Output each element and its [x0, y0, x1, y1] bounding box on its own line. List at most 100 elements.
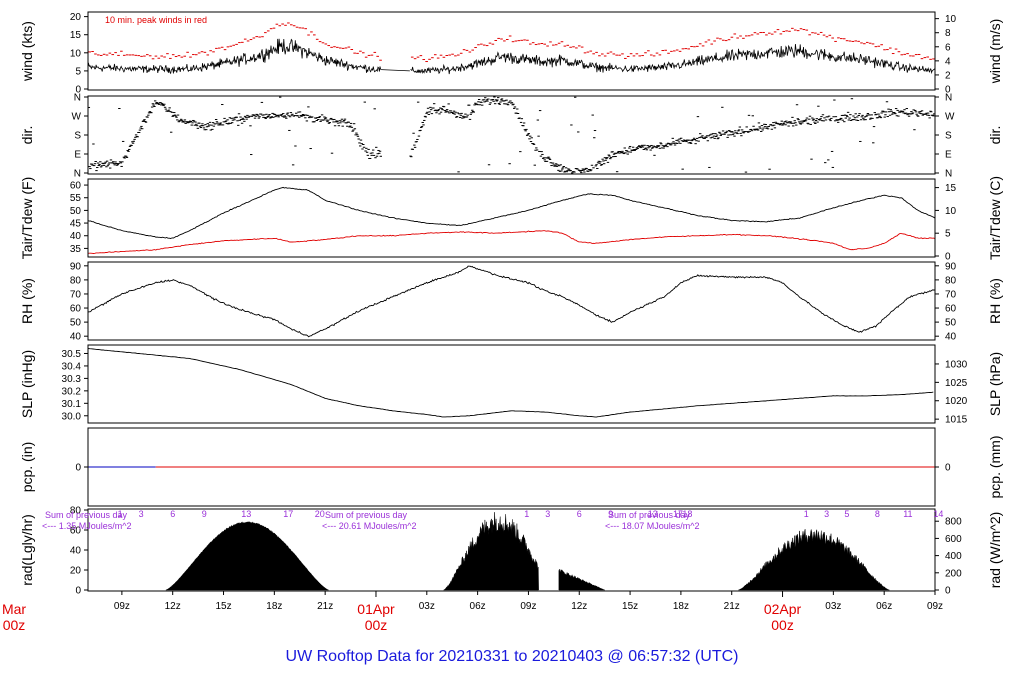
- rad-hour-label: 18: [682, 509, 692, 519]
- wind-right-tick-label: 4: [945, 56, 951, 67]
- slp-ylabel-left: SLP (inHg): [19, 350, 35, 418]
- rad-hour-label: 13: [648, 509, 658, 519]
- rh-right-tick-label: 90: [945, 261, 957, 272]
- wind-right-tick-label: 8: [945, 28, 951, 39]
- rad-left-tick-label: 0: [75, 586, 81, 597]
- xtick-label: 12z: [571, 601, 587, 612]
- temp-tdew-line: [87, 230, 936, 254]
- rad-hour-label: 3: [824, 509, 829, 519]
- rad-hour-label: 11: [903, 509, 912, 519]
- rad-hour-label: 17: [283, 509, 293, 519]
- slp-left-tick-label: 30.1: [62, 399, 82, 410]
- temp-panel-frame: [87, 178, 936, 258]
- xtick-label: 06z: [876, 601, 892, 612]
- rad-sum-line2: <--- 20.61 MJoules/m^2: [322, 521, 417, 531]
- wind-left-tick-label: 5: [75, 66, 81, 77]
- slp-right-tick-label: 1020: [945, 396, 968, 407]
- rad-left-tick-label: 20: [70, 566, 82, 577]
- dir-right-tick-label: E: [945, 150, 952, 161]
- temp-right-tick-label: 5: [945, 229, 951, 240]
- temp-right-tick-label: 15: [945, 183, 957, 194]
- xtick-label: 15z: [215, 601, 231, 612]
- rad-hour-label: 14: [933, 509, 943, 519]
- slp-left-tick-label: 30.0: [62, 411, 82, 422]
- rad-sum-line1: Sum of previous day: [45, 510, 128, 520]
- temp-right-tick-label: 10: [945, 206, 957, 217]
- rad-hour-label: 6: [577, 509, 582, 519]
- pcp-ylabel-left: pcp. (in): [19, 442, 35, 493]
- rad-hour-label: 6: [170, 509, 175, 519]
- rh-panel-frame: [87, 261, 936, 341]
- xtick-label: 09z: [114, 601, 130, 612]
- rad-hour-label: 1: [118, 509, 123, 519]
- rh-ylabel-left: RH (%): [19, 278, 35, 324]
- dir-left-tick-label: S: [74, 131, 81, 142]
- pcp-ylabel-right: pcp. (mm): [987, 436, 1003, 499]
- slp-left-tick-label: 30.4: [62, 361, 82, 372]
- rh-left-tick-label: 90: [70, 261, 82, 272]
- rad-hour-label: 17: [673, 509, 683, 519]
- rad-left-tick-label: 40: [70, 546, 82, 557]
- rad-hour-label: 13: [241, 509, 251, 519]
- temp-left-tick-label: 40: [70, 231, 82, 242]
- wind-gap-connector: [381, 69, 410, 72]
- xtick-label: 18z: [266, 601, 282, 612]
- dir-right-tick-label: N: [945, 93, 952, 104]
- slp-right-tick-label: 1025: [945, 378, 968, 389]
- wind-left-tick-label: 0: [75, 85, 81, 96]
- rad-left-tick-label: 60: [70, 526, 82, 537]
- pcp-left-tick-label: 0: [75, 463, 81, 474]
- rh-right-tick-label: 40: [945, 332, 957, 343]
- slp-left-tick-label: 30.3: [62, 374, 82, 385]
- temp-left-tick-label: 55: [70, 193, 82, 204]
- dir-left-tick-label: W: [72, 112, 82, 123]
- slp-line: [87, 348, 934, 418]
- rad-sum-line1: Sum of previous day: [608, 510, 691, 520]
- wind-left-tick-label: 10: [70, 48, 82, 59]
- dir-panel-frame: [87, 95, 936, 175]
- wind-line: [87, 38, 936, 75]
- temp-left-tick-label: 35: [70, 244, 82, 255]
- rad-right-tick-label: 0: [945, 586, 951, 597]
- rh-left-tick-label: 60: [70, 304, 82, 315]
- rh-left-tick-label: 80: [70, 275, 82, 286]
- rad-hour-label: 1: [804, 509, 809, 519]
- date-label-line2: 00z: [365, 617, 388, 633]
- dir-ylabel-right: dir.: [987, 126, 1003, 145]
- wind-right-tick-label: 10: [945, 14, 957, 25]
- rh-ylabel-right: RH (%): [987, 278, 1003, 324]
- rad-ylabel-left: rad(Lgly/hr): [19, 514, 35, 586]
- rad-day-2-area: [442, 512, 539, 591]
- xtick-label: 21z: [317, 601, 333, 612]
- dir-right-tick-label: W: [945, 112, 955, 123]
- rad-hour-label: 5: [844, 509, 849, 519]
- rad-hour-label: 8: [875, 509, 880, 519]
- rh-left-tick-label: 40: [70, 332, 82, 343]
- rad-sum-line2: <--- 18.07 MJoules/m^2: [605, 521, 700, 531]
- dir-ylabel-left: dir.: [19, 126, 35, 145]
- date-label-line2: 00z: [3, 617, 26, 633]
- wind-peaks: [88, 22, 935, 63]
- wind-left-tick-label: 15: [70, 30, 82, 41]
- slp-panel-frame: [87, 344, 936, 424]
- dir-left-tick-label: N: [74, 169, 81, 180]
- rad-left-tick-label: 80: [70, 506, 82, 517]
- rad-right-tick-label: 800: [945, 517, 962, 528]
- xtick-label: 09z: [520, 601, 536, 612]
- pcp-right-tick-label: 0: [945, 463, 951, 474]
- temp-left-tick-label: 60: [70, 181, 82, 192]
- xtick-label: 21z: [724, 601, 740, 612]
- rh-right-tick-label: 60: [945, 304, 957, 315]
- rad-day-3-area: [558, 568, 605, 591]
- temp-left-tick-label: 50: [70, 206, 82, 217]
- wind-ylabel-right: wind (m/s): [987, 19, 1003, 85]
- xtick-label: 15z: [622, 601, 638, 612]
- xtick-label: 12z: [165, 601, 181, 612]
- xtick-label: 03z: [419, 601, 435, 612]
- slp-left-tick-label: 30.2: [62, 386, 82, 397]
- xtick-label: 18z: [673, 601, 689, 612]
- wind-right-tick-label: 6: [945, 42, 951, 53]
- rad-sum-line2: <--- 1.35 MJoules/m^2: [42, 521, 132, 531]
- rad-right-tick-label: 600: [945, 534, 962, 545]
